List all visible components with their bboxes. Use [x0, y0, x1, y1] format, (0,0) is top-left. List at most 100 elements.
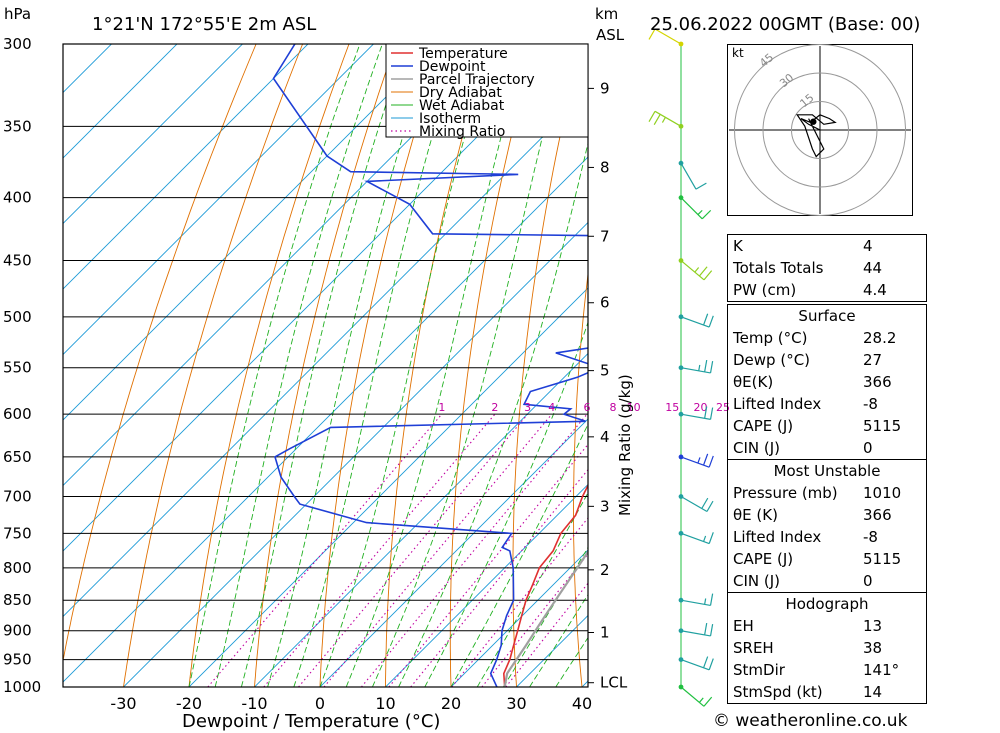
wind-barb-flag: [708, 532, 714, 544]
wind-barb-shaft: [680, 316, 710, 328]
wind-barb-flag: [695, 182, 707, 190]
wind-barb: [648, 110, 684, 129]
legend-dewpoint: Dewpoint: [419, 59, 486, 75]
wind-barb-flag: [698, 697, 704, 703]
most-unstable-table: Most Unstable Pressure (mb) 1010 θE (K) 36…: [727, 459, 927, 593]
profile-lines: [272, 44, 588, 687]
pressure-tick-label: 800: [3, 559, 32, 577]
km-tick-label: 6: [600, 294, 610, 312]
wind-barb-shaft: [680, 630, 711, 637]
hpa-unit-label: hPa: [4, 5, 31, 23]
temperature-tick-label: -30: [110, 694, 136, 713]
idx-label: Dewp (°C): [733, 351, 811, 369]
idx-label: CAPE (J): [733, 550, 794, 568]
mixing-ratio-label: 2: [491, 401, 498, 414]
wind-barb-shaft: [654, 110, 682, 127]
pressure-tick-label: 750: [3, 524, 32, 542]
pressure-tick-label: 850: [3, 591, 32, 609]
idx-value: 13: [863, 617, 883, 635]
temperature-tick-label: 10: [375, 694, 395, 713]
idx-value: 27: [863, 351, 883, 369]
wind-barb: [678, 656, 714, 671]
mixing-ratio-label: 6: [584, 401, 591, 414]
mixing-ratio-line: [505, 582, 588, 687]
isotherm-line: [63, 44, 440, 421]
idx-label: StmDir: [733, 661, 785, 679]
wind-barb-flag: [698, 364, 701, 371]
isotherm-line: [450, 549, 588, 687]
wind-barb-flag: [694, 267, 700, 273]
wind-barb-column: [648, 28, 714, 707]
pressure-tick-label: 650: [3, 448, 32, 466]
wind-barb-shaft: [680, 686, 705, 707]
wind-barb-shaft: [680, 659, 710, 671]
pressure-tick-label: 350: [3, 117, 32, 135]
wind-barb-shaft: [654, 28, 682, 45]
pressure-tick-label: 450: [3, 252, 32, 270]
km-tick-label: 9: [600, 79, 610, 97]
surface-title: Surface: [798, 307, 856, 325]
idx-label: PW (cm): [733, 281, 797, 299]
wind-barb-shaft: [680, 495, 708, 513]
mixing-ratio-label: 4: [548, 401, 555, 414]
idx-value: 38: [863, 639, 883, 657]
wind-barb-flag: [702, 535, 707, 542]
pressure-tick-label: 900: [3, 622, 32, 640]
temperature-tick-label: 40: [572, 694, 592, 713]
legend-wet-adiabat: Wet Adiabat: [419, 98, 505, 114]
mixing-ratio-label: 15: [665, 401, 679, 414]
isotherm-line: [63, 44, 375, 356]
temperature-tick-label: -10: [241, 694, 267, 713]
wind-barb-flag: [704, 406, 708, 419]
wind-barb-shaft: [680, 532, 710, 545]
mixing-ratio-line: [263, 413, 496, 687]
x-axis-title: Dewpoint / Temperature (°C): [182, 711, 440, 732]
idx-label: StmSpd (kt): [733, 683, 823, 701]
pressure-tick-label: 550: [3, 359, 32, 377]
wind-barb-shaft: [680, 197, 703, 220]
wind-barb-flag: [709, 361, 714, 374]
wind-barb-flag: [648, 28, 656, 40]
dry-adiabat-line: [573, 270, 588, 687]
wind-barb-flag: [701, 497, 709, 509]
idx-label: Lifted Index: [733, 395, 822, 413]
datetime-label: 25.06.2022 00GMT (Base: 00): [650, 14, 920, 35]
wind-barb-shaft: [680, 260, 705, 281]
mixing-ratio-line: [451, 517, 588, 687]
wind-barb: [678, 406, 714, 420]
wind-barb-shaft: [680, 456, 710, 468]
wind-barb: [678, 359, 714, 374]
credit-link[interactable]: © weatheronline.co.uk: [713, 711, 908, 731]
km-tick-label: 2: [600, 561, 610, 579]
wind-barb: [678, 160, 707, 190]
wind-barb: [678, 494, 714, 513]
wind-barb-shaft: [680, 367, 711, 374]
wind-barb: [648, 28, 684, 47]
mixing-ratio-labels: 1 2 3 4 6 8 10 15 20 25: [438, 401, 730, 414]
km-tick-label: 7: [600, 227, 610, 245]
idx-label: SREH: [733, 639, 774, 657]
idx-label: Totals Totals: [733, 259, 824, 277]
isotherm-line: [122, 221, 588, 687]
wet-adiabat-line: [188, 44, 361, 687]
km-tick-label: 8: [600, 158, 610, 176]
surface-table: Surface Temp (°C) 28.2 Dewp (°C) 27 θE(K) 3…: [727, 304, 927, 460]
isotherm-line: [63, 156, 588, 683]
dry-adiabat-line: [632, 7, 681, 687]
wind-barb: [678, 684, 713, 707]
idx-label: EH: [733, 617, 754, 635]
idx-value: 0: [863, 439, 873, 457]
isotherm-line: [253, 352, 588, 687]
wind-barb-flag: [704, 598, 707, 605]
wet-adiabat-line: [214, 44, 383, 687]
idx-label: Temp (°C): [733, 329, 808, 347]
idx-value: 5115: [863, 550, 902, 568]
indices-general-table: K 4 Totals Totals 44 PW (cm) 4.4: [727, 234, 927, 302]
idx-value: 14: [863, 683, 883, 701]
wind-barb-flag: [709, 593, 714, 606]
wind-barb: [678, 195, 712, 220]
idx-value: 4.4: [863, 281, 887, 299]
hodograph-ring: [734, 44, 906, 216]
pressure-tick-label: 400: [3, 189, 32, 207]
